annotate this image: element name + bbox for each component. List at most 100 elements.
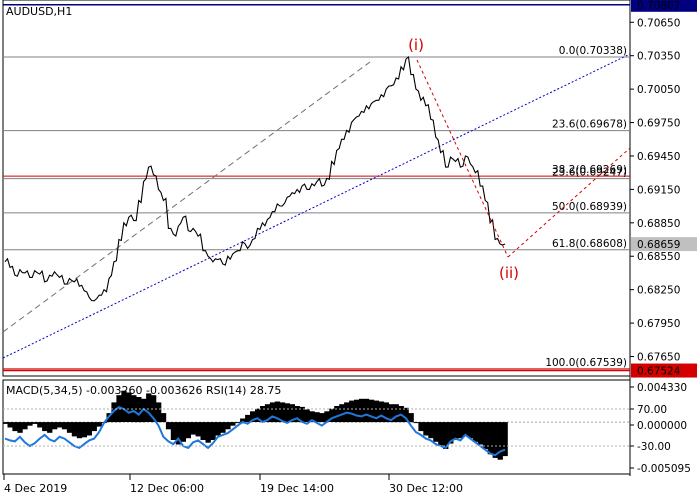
macd-bar — [165, 422, 172, 430]
macd-bar — [185, 422, 191, 439]
macd-bar — [383, 402, 389, 423]
macd-bar — [502, 422, 508, 457]
price-badge — [631, 0, 697, 12]
macd-bar — [86, 422, 92, 436]
macd-bar — [388, 404, 394, 423]
indicator-tick-label: 0.000000 — [637, 420, 687, 432]
macd-bar — [2, 422, 8, 424]
rsi-line — [4, 405, 506, 457]
indicator-axis: 0.004330 70.00 0.000000 -30.00 -0.005095 — [630, 382, 691, 475]
macd-bar — [472, 422, 479, 442]
macd-bar — [363, 398, 370, 423]
macd-bar — [146, 393, 152, 422]
macd-bar — [264, 404, 271, 423]
macd-bar — [314, 412, 320, 422]
macd-bar — [413, 422, 419, 424]
macd-bar — [467, 422, 474, 439]
macd-bar — [482, 422, 488, 449]
macd-bar — [423, 422, 429, 436]
macd-bar — [170, 422, 177, 440]
macd-bar — [42, 422, 48, 432]
indicator-caption: MACD(5,34,5) -0.003260 -0.003626 RSI(14)… — [6, 384, 281, 397]
price-tick-label: 0.68850 — [637, 218, 680, 230]
macd-bar — [91, 422, 97, 432]
time-tick-label: 30 Dec 12:00 — [389, 482, 463, 495]
time-tick-label: 19 Dec 14:00 — [260, 482, 334, 495]
macd-bar — [443, 422, 449, 449]
macd-bar — [66, 422, 73, 433]
price-tick-label: 0.70350 — [637, 51, 680, 63]
price-panel — [2, 0, 631, 377]
price-tick-label: 0.68550 — [637, 251, 680, 263]
indicator-tick-label: 70.00 — [637, 404, 667, 416]
price-tick-label: 0.69450 — [637, 151, 680, 163]
macd-bar — [487, 422, 493, 455]
macd-bar — [245, 414, 251, 423]
fib-level-label: 61.8(0.68608) — [552, 238, 627, 250]
macd-bar — [458, 422, 464, 439]
macd-bar — [324, 411, 330, 422]
macd-bar — [462, 422, 469, 436]
macd-bar — [408, 413, 414, 423]
price-line — [4, 55, 506, 302]
macd-bar — [373, 400, 380, 423]
price-series — [4, 55, 506, 302]
macd-bar — [210, 422, 216, 440]
macd-bar — [433, 422, 439, 442]
wave-label-ii: (ii) — [499, 264, 519, 282]
macd-bar — [403, 407, 409, 423]
macd-bar — [111, 402, 117, 423]
price-badge-label: 0.67524 — [637, 366, 681, 378]
macd-bar — [453, 422, 459, 440]
macd-bar — [250, 411, 256, 422]
macd-bar — [304, 409, 310, 422]
macd-bar — [57, 422, 63, 428]
indicator-panel — [2, 379, 631, 475]
macd-bar — [17, 422, 23, 433]
macd-bar — [96, 422, 102, 427]
price-axis: 0.70650 0.70350 0.70050 0.69750 0.69450 0.691… — [630, 17, 680, 364]
macd-bar — [255, 408, 261, 422]
macd-bar — [284, 403, 290, 423]
macd-bar — [274, 401, 281, 423]
macd-bar — [131, 395, 137, 423]
macd-bar — [7, 422, 13, 428]
macd-bar — [141, 398, 147, 423]
macd-bar — [215, 422, 221, 436]
price-badge — [631, 363, 697, 378]
macd-bar — [477, 422, 484, 445]
price-tick-label: 0.69750 — [637, 118, 680, 130]
macd-bar — [368, 399, 375, 423]
macd-bar — [359, 398, 365, 423]
macd-bar — [27, 422, 33, 426]
macd-bar — [230, 422, 236, 426]
indicator-tick-label: -0.005095 — [637, 463, 691, 475]
macd-bar — [205, 422, 211, 443]
blue-trendline — [2, 53, 631, 359]
macd-bar — [428, 422, 434, 439]
macd-bar — [156, 402, 162, 423]
macd-bar — [349, 400, 355, 423]
macd-bar — [329, 408, 335, 422]
wave-line — [416, 59, 509, 258]
macd-bar — [319, 413, 325, 423]
macd-bar — [448, 422, 454, 444]
macd-bar — [190, 422, 196, 435]
macd-bar — [309, 411, 315, 422]
price-badge — [631, 237, 697, 252]
time-tick-label: 12 Dec 06:00 — [130, 482, 204, 495]
price-tick-label: 0.67650 — [637, 352, 680, 364]
macd-bar — [136, 397, 142, 423]
macd-bar — [200, 422, 206, 440]
price-tick-label: 0.70650 — [637, 17, 680, 29]
macd-bar — [299, 406, 305, 423]
macd-bar — [438, 422, 444, 446]
macd-bar — [339, 404, 345, 423]
macd-bar — [240, 418, 246, 423]
macd-bar — [180, 422, 186, 442]
price-tick-label: 0.69150 — [637, 184, 680, 196]
macd-bar — [269, 402, 276, 423]
price-badge-label: 0.68659 — [637, 239, 680, 251]
macd-bar — [121, 390, 127, 422]
macd-bar — [22, 422, 28, 430]
